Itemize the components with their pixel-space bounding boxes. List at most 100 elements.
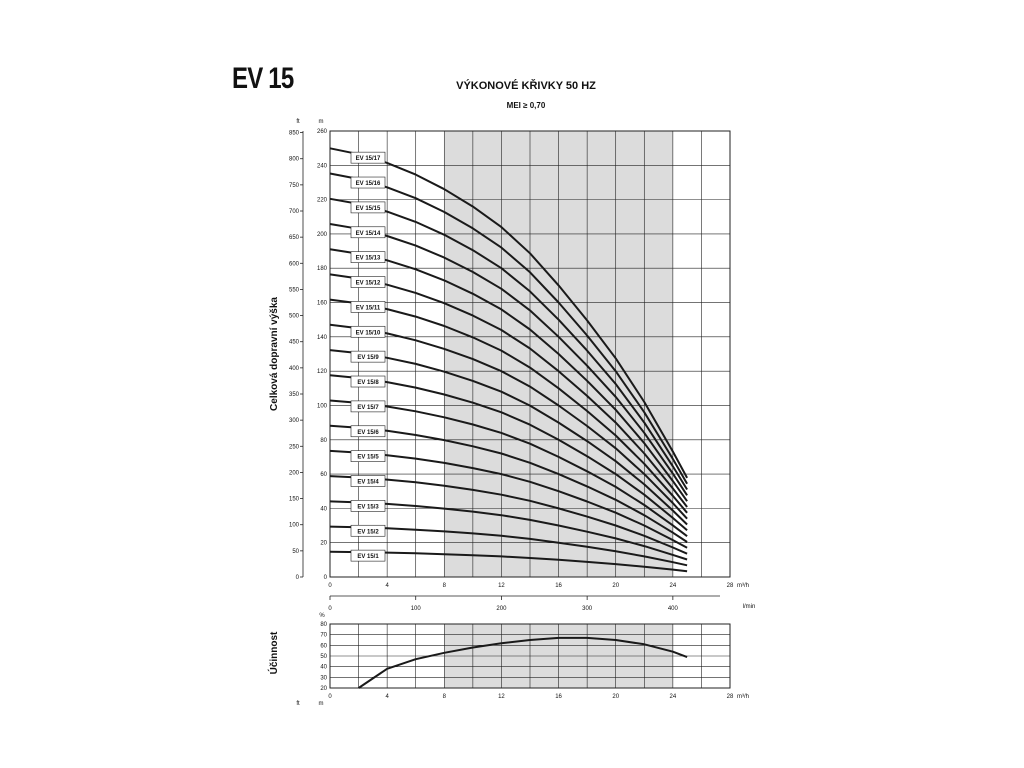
lmin-tick-label: 100 (411, 606, 422, 612)
y-tick-label: 70 (320, 633, 327, 639)
series-label: EV 15/8 (357, 380, 379, 386)
series-label-box (350, 475, 386, 487)
efficiency-curve-plot: 20 30 40 50 60 70 80% 0 4 8 12 16 20 24 28 m³/h ft m (296, 613, 749, 707)
model-title: EV 15 (232, 62, 294, 95)
x-tick-label: 24 (670, 694, 677, 700)
series-label: EV 15/15 (356, 206, 381, 212)
y-tick-label: 100 (317, 403, 328, 409)
series-label: EV 15/9 (357, 355, 379, 361)
x-tick-label: 28 (727, 583, 734, 589)
ft-tick-label: 750 (289, 183, 300, 189)
ft-tick-label: 450 (289, 340, 300, 346)
x-tick-label: 0 (328, 583, 332, 589)
ft-tick-label: 150 (289, 497, 300, 503)
x-tick-label: 4 (385, 694, 389, 700)
x-unit-label: m³/h (737, 694, 749, 700)
series-label: EV 15/13 (356, 256, 381, 262)
lmin-unit-label: l/min (743, 604, 756, 610)
y-tick-label: 180 (317, 266, 328, 272)
ft-unit-label: ft (296, 701, 300, 707)
ft-tick-label: 700 (289, 209, 300, 215)
y-tick-label: 60 (320, 643, 327, 649)
ft-tick-label: 600 (289, 261, 300, 267)
head-curve (329, 349, 688, 526)
series-label: EV 15/12 (356, 281, 381, 287)
series-label-box (350, 325, 386, 338)
x-tick-label: 16 (555, 694, 562, 700)
series-label-box (350, 450, 386, 462)
x-tick-label: 8 (443, 694, 447, 700)
series-label: EV 15/1 (357, 554, 379, 560)
head-curve (329, 197, 688, 491)
series-label: EV 15/4 (357, 480, 379, 486)
y-tick-label: 140 (317, 335, 328, 341)
y-tick-label: 220 (317, 198, 328, 204)
head-curve (329, 550, 688, 573)
head-curve (329, 273, 688, 508)
lmin-tick-label: 200 (496, 606, 507, 612)
head-curve (329, 298, 688, 514)
ft-tick-label: 200 (289, 470, 300, 476)
series-label: EV 15/2 (357, 529, 379, 535)
plot-frame (329, 623, 731, 689)
series-label: EV 15/17 (356, 156, 381, 162)
y-tick-label: 50 (320, 654, 327, 660)
x-tick-label: 12 (498, 583, 505, 589)
y-tick-label: 200 (317, 232, 328, 238)
ft-unit-label: ft (296, 119, 300, 125)
series-label-box (350, 350, 386, 363)
plot-frame (329, 130, 731, 578)
chart-subtitle: MEI ≥ 0,70 (507, 101, 546, 110)
y-axis-label: Celková dopravní výška (269, 297, 280, 411)
head-curve (329, 424, 688, 543)
x-tick-label: 24 (670, 583, 677, 589)
head-curve (329, 399, 688, 537)
lmin-tick-label: 400 (668, 606, 679, 612)
series-label: EV 15/7 (357, 405, 379, 411)
x-tick-label: 20 (612, 583, 619, 589)
ft-tick-label: 800 (289, 157, 300, 163)
series-label-box (350, 151, 386, 164)
series-label-box (350, 500, 386, 512)
series-label-box (350, 301, 386, 313)
y-tick-label: 60 (320, 472, 327, 478)
x-tick-label: 20 (612, 694, 619, 700)
head-curve (329, 525, 688, 567)
series-label: EV 15/10 (356, 330, 381, 336)
head-curve (329, 223, 688, 496)
series-label-box (350, 425, 386, 438)
x-tick-label: 0 (328, 694, 332, 700)
series-label-box (350, 400, 386, 413)
head-curve (329, 374, 688, 532)
y-tick-label: 240 (317, 163, 328, 169)
series-label-box (350, 549, 386, 562)
y-tick-label: 80 (320, 438, 327, 444)
ft-tick-label: 400 (289, 366, 300, 372)
head-curve-plot: 020406080100120140160180200220240260m050… (289, 119, 755, 612)
series-label-box (350, 524, 386, 537)
series-label: EV 15/5 (357, 455, 379, 461)
chart-title: VÝKONOVÉ KŘIVKY 50 HZ (456, 79, 596, 92)
head-curve (329, 248, 688, 502)
y-tick-label: 30 (320, 675, 327, 681)
efficiency-axis-label: Účinnost (267, 631, 280, 674)
series-label-box (350, 226, 386, 239)
ft-tick-label: 300 (289, 418, 300, 424)
series-label: EV 15/14 (356, 231, 381, 237)
y-tick-label: 40 (320, 665, 327, 671)
y-tick-label: 160 (317, 301, 328, 307)
x-tick-label: 16 (555, 583, 562, 589)
head-curve (329, 500, 688, 561)
x-tick-label: 28 (727, 694, 734, 700)
ft-tick-label: 50 (292, 549, 299, 555)
ft-tick-label: 0 (296, 575, 300, 581)
ft-tick-label: 250 (289, 444, 300, 450)
series-label-box (350, 176, 386, 189)
ft-tick-label: 550 (289, 287, 300, 293)
efficiency-curve (358, 636, 688, 689)
series-label: EV 15/16 (356, 181, 381, 187)
x-tick-label: 8 (443, 583, 447, 589)
head-curve (329, 147, 688, 479)
y-tick-label: 20 (320, 686, 327, 692)
lmin-tick-label: 300 (582, 606, 593, 612)
